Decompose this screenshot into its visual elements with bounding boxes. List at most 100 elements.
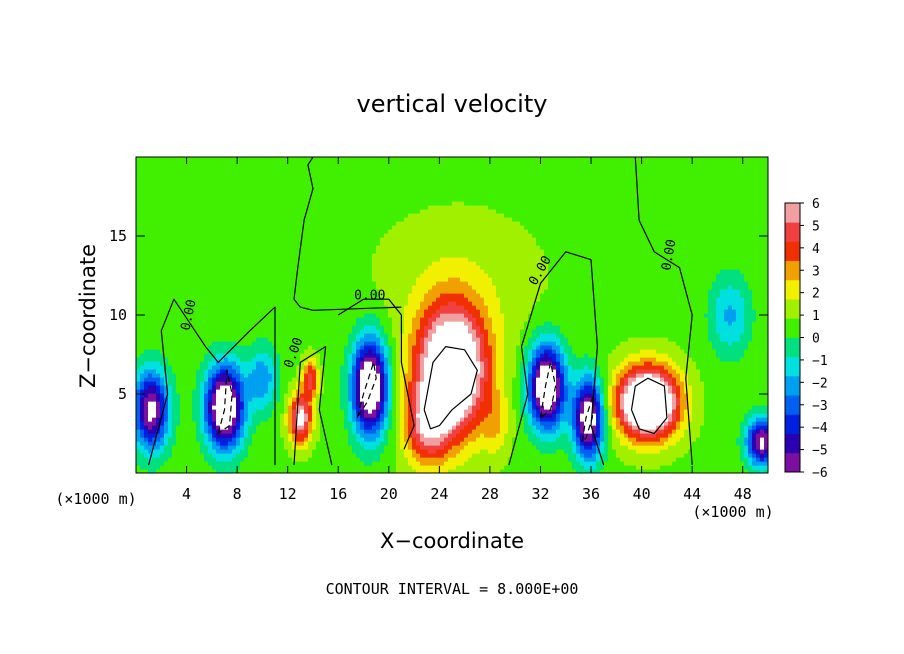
heatmap-cell bbox=[332, 469, 337, 473]
heatmap-cell bbox=[532, 453, 537, 458]
heatmap-cell bbox=[240, 349, 245, 354]
heatmap-cell bbox=[208, 457, 213, 462]
heatmap-cell bbox=[288, 461, 293, 466]
heatmap-cell bbox=[692, 461, 697, 466]
heatmap-cell bbox=[412, 397, 417, 402]
heatmap-cell bbox=[704, 437, 709, 442]
heatmap-cell bbox=[248, 465, 253, 470]
heatmap-cell bbox=[288, 465, 293, 470]
heatmap-cell bbox=[496, 425, 501, 430]
heatmap-cell bbox=[192, 417, 197, 422]
heatmap-cell bbox=[424, 453, 429, 458]
heatmap-cell bbox=[176, 373, 181, 378]
heatmap-cell bbox=[180, 421, 185, 426]
heatmap-cell bbox=[616, 469, 621, 473]
heatmap-cell bbox=[364, 453, 369, 458]
heatmap-cell bbox=[484, 401, 489, 406]
heatmap-cell bbox=[472, 445, 477, 450]
heatmap-cell bbox=[236, 421, 241, 426]
heatmap-cell bbox=[136, 469, 141, 473]
heatmap-cell bbox=[320, 413, 325, 418]
heatmap-cell bbox=[580, 409, 585, 414]
heatmap-cell bbox=[580, 449, 585, 454]
heatmap-cell bbox=[684, 449, 689, 454]
heatmap-cell bbox=[672, 421, 677, 426]
heatmap-cell bbox=[152, 421, 157, 426]
heatmap-cell bbox=[688, 381, 693, 386]
heatmap-cell bbox=[444, 361, 449, 366]
heatmap-cell bbox=[452, 353, 457, 358]
heatmap-cell bbox=[176, 437, 181, 442]
heatmap-cell bbox=[576, 393, 581, 398]
heatmap-cell bbox=[524, 465, 529, 470]
heatmap-cell bbox=[636, 433, 641, 438]
heatmap-cell bbox=[332, 349, 337, 354]
heatmap-cell bbox=[216, 421, 221, 426]
heatmap-cell bbox=[392, 449, 397, 454]
heatmap-cell bbox=[204, 421, 209, 426]
heatmap-cell bbox=[696, 437, 701, 442]
heatmap-cell bbox=[408, 449, 413, 454]
heatmap-cell bbox=[680, 393, 685, 398]
heatmap-cell bbox=[408, 469, 413, 473]
heatmap-cell bbox=[568, 365, 573, 370]
heatmap-cell bbox=[604, 385, 609, 390]
heatmap-cell bbox=[412, 369, 417, 374]
heatmap-cell bbox=[756, 381, 761, 386]
heatmap-cell bbox=[612, 453, 617, 458]
heatmap-cell bbox=[616, 421, 621, 426]
heatmap-cell bbox=[564, 421, 569, 426]
heatmap-cell bbox=[596, 389, 601, 394]
heatmap-cell bbox=[256, 445, 261, 450]
heatmap-cell bbox=[228, 393, 233, 398]
heatmap-cell bbox=[148, 449, 153, 454]
heatmap-cell bbox=[524, 401, 529, 406]
heatmap-cell bbox=[716, 441, 721, 446]
heatmap-cell bbox=[504, 465, 509, 470]
heatmap-cell bbox=[252, 465, 257, 470]
heatmap-cell bbox=[572, 461, 577, 466]
heatmap-cell bbox=[696, 441, 701, 446]
heatmap-cell bbox=[608, 437, 613, 442]
heatmap-cell bbox=[584, 425, 589, 430]
heatmap-cell bbox=[168, 357, 173, 362]
heatmap-cell bbox=[332, 345, 337, 350]
heatmap-cell bbox=[200, 401, 205, 406]
heatmap-cell bbox=[488, 457, 493, 462]
heatmap-cell bbox=[512, 397, 517, 402]
heatmap-cell bbox=[704, 393, 709, 398]
heatmap-cell bbox=[464, 421, 469, 426]
heatmap-cell bbox=[176, 453, 181, 458]
heatmap-cell bbox=[248, 453, 253, 458]
heatmap-cell bbox=[752, 369, 757, 374]
heatmap-cell bbox=[556, 441, 561, 446]
heatmap-cell bbox=[620, 393, 625, 398]
heatmap-cell bbox=[424, 361, 429, 366]
heatmap-cell bbox=[608, 353, 613, 358]
heatmap-cell bbox=[308, 461, 313, 466]
heatmap-cell bbox=[428, 469, 433, 473]
heatmap-cell bbox=[352, 453, 357, 458]
heatmap-cell bbox=[696, 433, 701, 438]
heatmap-cell bbox=[468, 413, 473, 418]
heatmap-cell bbox=[436, 457, 441, 462]
heatmap-cell bbox=[228, 365, 233, 370]
heatmap-cell bbox=[232, 381, 237, 386]
heatmap-cell bbox=[632, 369, 637, 374]
heatmap-cell bbox=[552, 449, 557, 454]
heatmap-cell bbox=[324, 409, 329, 414]
heatmap-cell bbox=[436, 429, 441, 434]
heatmap-cell bbox=[176, 417, 181, 422]
heatmap-cell bbox=[152, 397, 157, 402]
heatmap-cell bbox=[608, 369, 613, 374]
heatmap-cell bbox=[328, 401, 333, 406]
heatmap-cell bbox=[156, 397, 161, 402]
heatmap-cell bbox=[568, 381, 573, 386]
heatmap-cell bbox=[532, 449, 537, 454]
heatmap-cell bbox=[608, 385, 613, 390]
heatmap-cell bbox=[544, 409, 549, 414]
heatmap-cell bbox=[676, 417, 681, 422]
heatmap-cell bbox=[672, 405, 677, 410]
heatmap-cell bbox=[256, 413, 261, 418]
heatmap-cell bbox=[532, 409, 537, 414]
